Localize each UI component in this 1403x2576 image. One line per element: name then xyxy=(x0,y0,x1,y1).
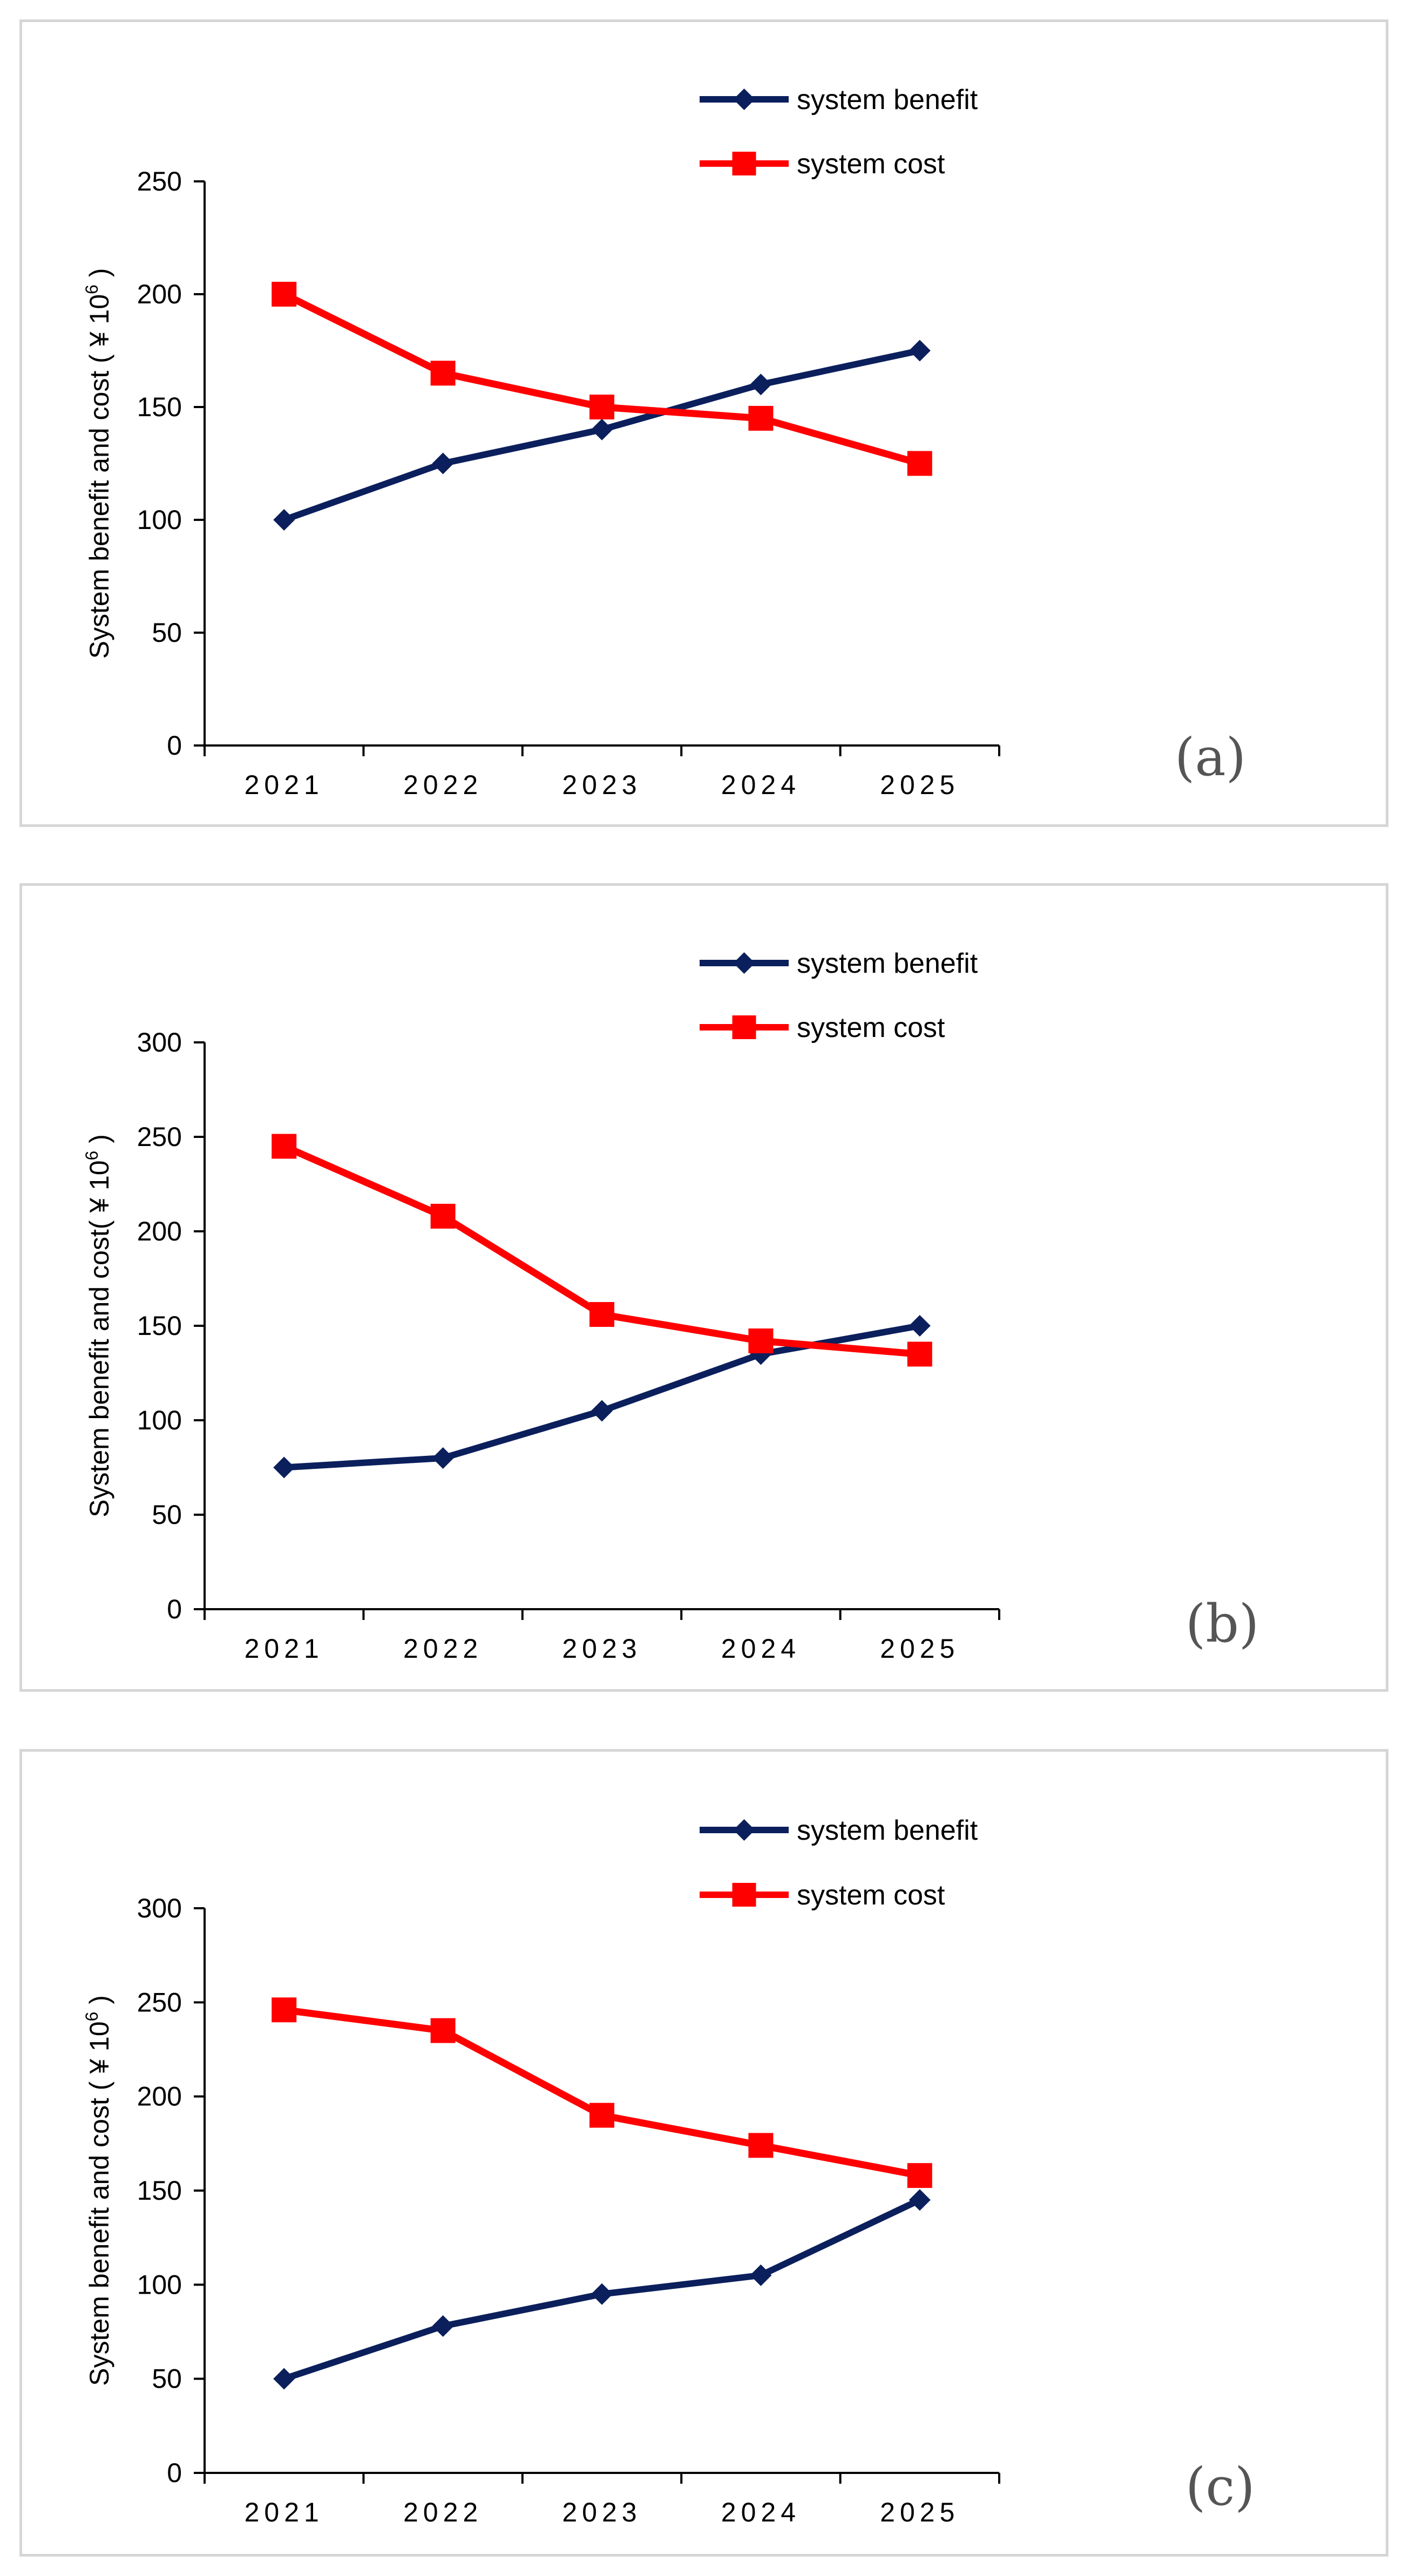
y-tick-label: 150 xyxy=(137,1311,182,1341)
x-tick-label: 2025 xyxy=(880,1633,959,1664)
point-benefit xyxy=(909,2189,931,2211)
legend-marker-benefit xyxy=(733,1819,755,1841)
point-benefit xyxy=(432,2315,454,2337)
x-tick-label: 2022 xyxy=(403,1633,483,1664)
point-benefit xyxy=(432,1447,454,1469)
y-tick-label: 50 xyxy=(152,1500,182,1530)
point-cost xyxy=(272,282,297,307)
point-benefit xyxy=(591,418,613,440)
point-benefit xyxy=(591,1400,613,1422)
chart-panel-b: 0 50 100 150 200 250 300 2021 2022 2023 2024 2025 Sy… xyxy=(19,883,1388,1692)
legend-label-cost: system cost xyxy=(797,1012,945,1043)
y-tick-label: 200 xyxy=(137,279,182,309)
y-axis-title: System benefit and cost ( ¥ 106 ) xyxy=(82,268,114,659)
point-cost xyxy=(748,2133,774,2158)
x-tick-label: 2022 xyxy=(403,2497,483,2527)
point-benefit xyxy=(909,340,931,362)
x-tick-label: 2021 xyxy=(245,1633,324,1664)
y-axis-title: System benefit and cost( ¥ 106 ) xyxy=(82,1134,114,1517)
y-tick-label: 200 xyxy=(137,2082,182,2112)
point-cost xyxy=(430,2018,456,2043)
y-tick-label: 150 xyxy=(137,2175,182,2206)
y-tick-label: 250 xyxy=(137,166,182,196)
y-tick-label: 250 xyxy=(137,1122,182,1152)
y-tick-label: 150 xyxy=(137,392,182,422)
point-cost xyxy=(272,1134,297,1159)
x-tick-label: 2024 xyxy=(721,770,801,800)
series-line-cost xyxy=(283,2006,921,2179)
legend-label-benefit: system benefit xyxy=(797,1815,978,1846)
legend-label-cost: system cost xyxy=(797,1880,945,1911)
x-tick-label: 2022 xyxy=(403,770,483,800)
y-tick-label: 100 xyxy=(137,505,182,535)
point-cost xyxy=(589,1302,614,1327)
chart-svg-a: 0 50 100 150 200 250 2021 2022 2023 2024 2025 Syste… xyxy=(82,84,1246,800)
x-tick-label: 2024 xyxy=(721,1633,801,1664)
point-cost xyxy=(748,405,774,431)
y-axis-title: System benefit and cost ( ¥ 106 ) xyxy=(82,1995,114,2386)
point-benefit xyxy=(591,2283,613,2305)
chart-svg-b: 0 50 100 150 200 250 300 2021 2022 2023 2024 2025 Sy… xyxy=(82,948,1259,1664)
y-tick-label: 250 xyxy=(137,1987,182,2017)
x-tick-label: 2023 xyxy=(562,2497,641,2527)
y-tick-label: 300 xyxy=(137,1893,182,1923)
y-tick-label: 300 xyxy=(137,1027,182,1057)
point-cost xyxy=(589,395,614,419)
legend-label-benefit: system benefit xyxy=(797,948,978,979)
point-benefit xyxy=(432,452,454,474)
x-tick-label: 2025 xyxy=(880,770,959,800)
point-benefit xyxy=(750,374,772,396)
legend-marker-benefit xyxy=(733,89,755,110)
panel-label: (a) xyxy=(1175,727,1246,788)
point-benefit xyxy=(909,1315,931,1337)
point-cost xyxy=(907,451,932,476)
chart-panel-a: 0 50 100 150 200 250 2021 2022 2023 2024 2025 Syste… xyxy=(19,19,1388,827)
legend-marker-benefit xyxy=(733,952,755,974)
legend-marker-cost xyxy=(732,1883,756,1907)
point-benefit xyxy=(273,2368,295,2390)
y-tick-label: 100 xyxy=(137,1405,182,1435)
y-tick-label: 0 xyxy=(167,1594,182,1624)
point-cost xyxy=(748,1328,774,1353)
point-cost xyxy=(589,2103,614,2128)
point-benefit xyxy=(273,509,295,531)
x-tick-label: 2021 xyxy=(245,770,324,800)
point-benefit xyxy=(750,2264,772,2286)
panel-label: (c) xyxy=(1185,2457,1255,2517)
legend-marker-cost xyxy=(732,1015,756,1039)
y-tick-label: 50 xyxy=(152,618,182,648)
chart-panel-c: 0 50 100 150 200 250 300 2021 2022 2023 2024 2025 Sy… xyxy=(19,1749,1388,2557)
legend-label-benefit: system benefit xyxy=(797,84,978,116)
point-cost xyxy=(430,1204,456,1229)
point-cost xyxy=(907,2163,932,2188)
x-tick-label: 2025 xyxy=(880,2497,959,2527)
x-tick-label: 2023 xyxy=(562,770,641,800)
x-tick-label: 2023 xyxy=(562,1633,641,1664)
y-tick-label: 100 xyxy=(137,2269,182,2300)
legend-label-cost: system cost xyxy=(797,148,945,180)
legend-marker-cost xyxy=(732,152,756,175)
y-tick-label: 50 xyxy=(152,2364,182,2394)
y-tick-label: 0 xyxy=(167,730,182,761)
point-cost xyxy=(907,1341,932,1367)
chart-svg-c: 0 50 100 150 200 250 300 2021 2022 2023 2024 2025 Sy… xyxy=(82,1815,1255,2527)
panel-label: (b) xyxy=(1185,1594,1259,1654)
y-tick-label: 200 xyxy=(137,1216,182,1246)
y-tick-label: 0 xyxy=(167,2458,182,2488)
point-benefit xyxy=(273,1456,295,1479)
point-cost xyxy=(430,361,456,386)
point-cost xyxy=(272,1997,297,2023)
x-tick-label: 2021 xyxy=(245,2497,324,2527)
x-tick-label: 2024 xyxy=(721,2497,801,2527)
